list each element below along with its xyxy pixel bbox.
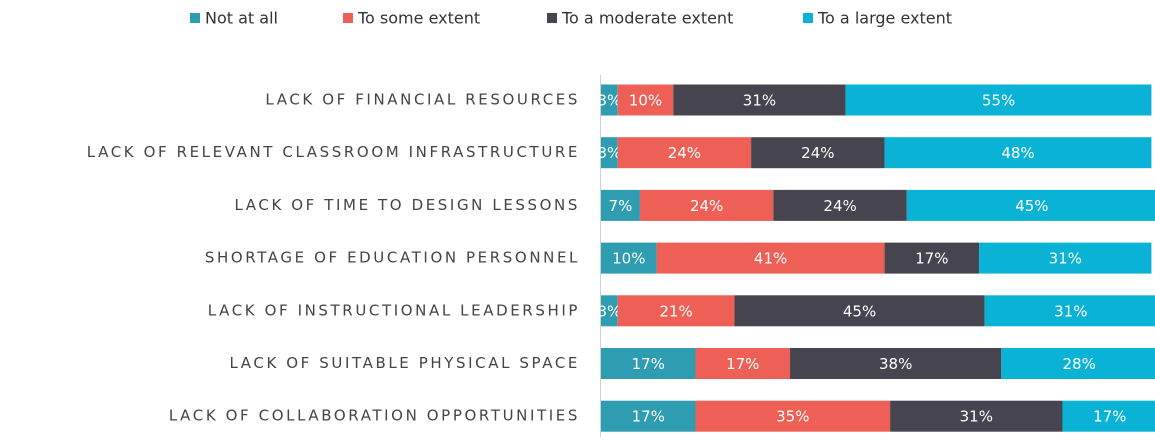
- bar-segment: [884, 242, 980, 274]
- category-label: SHORTAGE OF EDUCATION PERSONNEL: [205, 249, 580, 267]
- value-label: 31%: [743, 92, 776, 110]
- value-label: 48%: [1001, 144, 1034, 162]
- bar-segment: [751, 137, 885, 169]
- category-label: LACK OF RELEVANT CLASSROOM INFRASTRUCTUR…: [87, 143, 580, 161]
- legend-swatch: [547, 13, 557, 23]
- legend-label: To some extent: [357, 9, 480, 28]
- value-label: 10%: [612, 250, 645, 268]
- bar-segment: [601, 137, 618, 169]
- value-label: 24%: [823, 197, 856, 215]
- legend-label: Not at all: [205, 9, 278, 28]
- value-label: 3%: [597, 302, 621, 320]
- bar-segment: [601, 348, 696, 379]
- value-label: 41%: [754, 250, 787, 268]
- value-label: 45%: [1015, 197, 1048, 215]
- bar-segment: [695, 400, 891, 432]
- value-label: 17%: [915, 250, 948, 268]
- bar-segment: [906, 189, 1155, 221]
- category-label: LACK OF INSTRUCTIONAL LEADERSHIP: [208, 301, 580, 319]
- bar-segment: [1062, 400, 1155, 432]
- bar-segment: [617, 295, 735, 327]
- value-label: 3%: [597, 144, 621, 162]
- category-label: LACK OF SUITABLE PHYSICAL SPACE: [229, 354, 580, 372]
- bar-segment: [673, 84, 846, 116]
- value-label: 17%: [632, 355, 665, 373]
- bar-segment: [979, 242, 1152, 274]
- category-label: LACK OF TIME TO DESIGN LESSONS: [234, 196, 580, 214]
- bar-segment: [695, 348, 791, 379]
- bar-segment: [773, 189, 907, 221]
- value-label: 45%: [843, 302, 876, 320]
- bar-segment: [601, 84, 618, 116]
- value-label: 31%: [1049, 250, 1082, 268]
- bar-segment: [884, 137, 1152, 169]
- bar-segment: [656, 242, 885, 274]
- bar-segment: [790, 348, 1002, 379]
- legend-swatch: [343, 13, 353, 23]
- legend-label: To a large extent: [817, 9, 952, 28]
- legend-swatch: [190, 13, 200, 23]
- value-label: 17%: [1093, 408, 1126, 426]
- bar-segment: [845, 84, 1152, 116]
- bar-segment: [984, 295, 1155, 327]
- value-label: 3%: [597, 92, 621, 110]
- value-label: 24%: [690, 197, 723, 215]
- value-label: 7%: [609, 197, 633, 215]
- bar-segment: [601, 295, 618, 327]
- bar-segment: [734, 295, 985, 327]
- value-label: 31%: [960, 408, 993, 426]
- bar-segment: [617, 137, 752, 169]
- bar-segment: [1001, 348, 1155, 379]
- value-label: 17%: [726, 355, 759, 373]
- value-label: 55%: [982, 92, 1015, 110]
- bar-segment: [617, 84, 674, 116]
- bar-segment: [601, 400, 696, 432]
- bar-segment: [601, 189, 640, 221]
- value-label: 21%: [659, 302, 692, 320]
- category-label: LACK OF FINANCIAL RESOURCES: [265, 91, 580, 109]
- legend-label: To a moderate extent: [561, 9, 733, 28]
- value-label: 10%: [629, 92, 662, 110]
- bar-segment: [639, 189, 774, 221]
- category-label: LACK OF COLLABORATION OPPORTUNITIES: [169, 407, 580, 425]
- value-label: 38%: [879, 355, 912, 373]
- value-label: 28%: [1062, 355, 1095, 373]
- legend-swatch: [803, 13, 813, 23]
- value-label: 24%: [801, 144, 834, 162]
- bar-segment: [890, 400, 1063, 432]
- value-label: 31%: [1054, 302, 1087, 320]
- value-label: 24%: [668, 144, 701, 162]
- value-label: 17%: [632, 408, 665, 426]
- value-label: 35%: [776, 408, 809, 426]
- bar-segment: [601, 242, 657, 274]
